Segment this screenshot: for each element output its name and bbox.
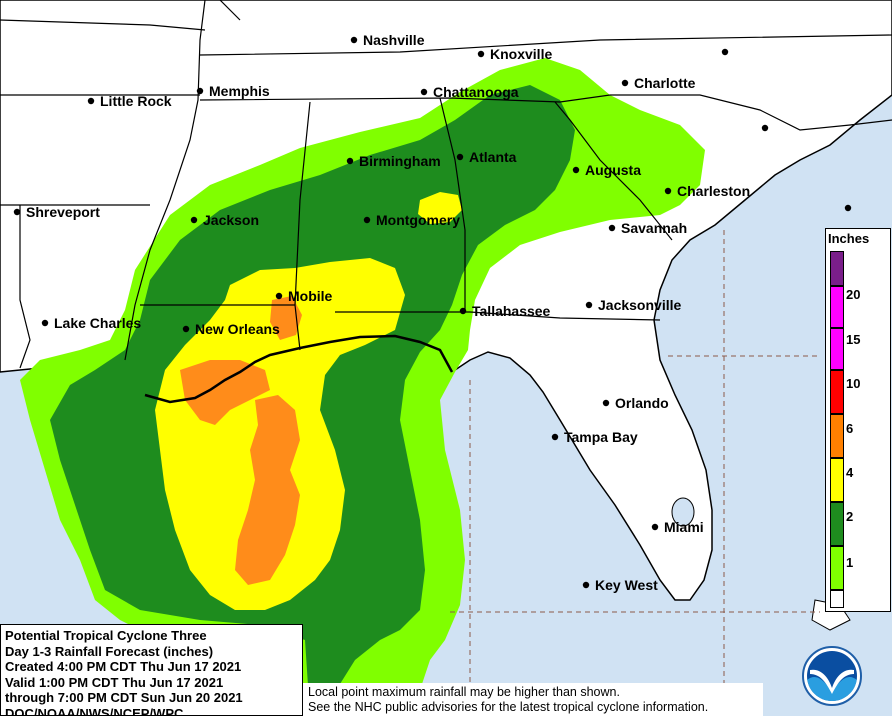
- city-dot: [585, 301, 593, 309]
- city-dot: [41, 319, 49, 327]
- city-label: Orlando: [615, 395, 669, 411]
- legend-swatch-20: [830, 286, 844, 328]
- city-dot-unlabeled: [761, 124, 769, 132]
- city-dot: [420, 88, 428, 96]
- city-dot: [664, 187, 672, 195]
- legend-swatch-below-1: [830, 590, 844, 608]
- city-dot: [572, 166, 580, 174]
- city-dot: [190, 216, 198, 224]
- city-label: Lake Charles: [54, 315, 141, 331]
- city-layer: Nashville Knoxville Memphis Little Rock Chat…: [13, 32, 852, 593]
- city-label: Knoxville: [490, 46, 552, 62]
- rain-6-10in: [235, 395, 300, 585]
- city-dot: [275, 292, 283, 300]
- city-label: New Orleans: [195, 321, 280, 337]
- city-label: Tampa Bay: [564, 429, 638, 445]
- legend-label-4: 4: [846, 465, 854, 480]
- city-label: Jackson: [203, 212, 259, 228]
- city-dot-unlabeled: [721, 48, 729, 56]
- disclaimer-note: Local point maximum rainfall may be high…: [303, 683, 763, 716]
- legend-label-6: 6: [846, 421, 854, 436]
- rainfall-legend: Inches 20 15 10 6 4 2 1: [825, 228, 891, 612]
- info-storm-name: Potential Tropical Cyclone Three: [5, 628, 207, 643]
- noaa-logo-icon: [802, 646, 862, 706]
- state-borders: [0, 0, 892, 369]
- city-dot: [621, 79, 629, 87]
- city-dot: [346, 157, 354, 165]
- city-label: Key West: [595, 577, 658, 593]
- legend-swatch-2: [830, 502, 844, 546]
- legend-swatch-15: [830, 328, 844, 370]
- city-label: Mobile: [288, 288, 333, 304]
- city-label: Chattanooga: [433, 84, 519, 100]
- rain-6-10in-mobile: [270, 296, 302, 340]
- city-label: Shreveport: [26, 204, 100, 220]
- legend-label-15: 15: [846, 332, 861, 347]
- city-dot: [196, 87, 204, 95]
- city-dot-unlabeled: [844, 204, 852, 212]
- city-dot: [477, 50, 485, 58]
- city-label: Charleston: [677, 183, 750, 199]
- info-agency: DOC/NOAA/NWS/NCEP/WPC: [5, 705, 184, 716]
- city-dot: [551, 433, 559, 441]
- legend-title: Inches: [828, 231, 870, 246]
- city-label: Tallahassee: [472, 303, 551, 319]
- note-line-1: Local point maximum rainfall may be high…: [308, 685, 620, 699]
- city-label: Charlotte: [634, 75, 696, 91]
- city-dot: [363, 216, 371, 224]
- city-label: Nashville: [363, 32, 425, 48]
- legend-swatch-4: [830, 458, 844, 502]
- city-label: Augusta: [585, 162, 641, 178]
- legend-label-2: 2: [846, 509, 854, 524]
- info-created: Created 4:00 PM CDT Thu Jun 17 2021: [5, 659, 242, 674]
- legend-swatch-10: [830, 370, 844, 414]
- city-dot: [602, 399, 610, 407]
- legend-label-20: 20: [846, 287, 861, 302]
- city-label: Savannah: [621, 220, 687, 236]
- delta-coast: [144, 334, 454, 404]
- city-label: Little Rock: [100, 93, 172, 109]
- city-label: Montgomery: [376, 212, 460, 228]
- legend-label-10: 10: [846, 376, 861, 391]
- city-dot: [13, 208, 21, 216]
- marine-boundaries: [450, 230, 820, 716]
- legend-swatch-top: [830, 251, 844, 286]
- lake-okeechobee: [671, 497, 695, 527]
- forecast-info-box: Potential Tropical Cyclone Three Day 1-3…: [0, 624, 303, 716]
- city-dot: [608, 224, 616, 232]
- city-dot: [182, 325, 190, 333]
- info-product: Day 1-3 Rainfall Forecast (inches): [5, 643, 214, 659]
- info-valid-end: through 7:00 PM CDT Sun Jun 20 2021: [5, 690, 243, 705]
- note-line-2: See the NHC public advisories for the la…: [308, 700, 709, 714]
- city-dot: [651, 523, 659, 531]
- city-label: Memphis: [209, 83, 270, 99]
- legend-label-1: 1: [846, 555, 854, 570]
- city-label: Miami: [664, 519, 704, 535]
- city-label: Birmingham: [359, 153, 441, 169]
- city-dot: [350, 36, 358, 44]
- city-dot: [582, 581, 590, 589]
- city-label: Jacksonville: [598, 297, 681, 313]
- rain-4-6in-inland: [418, 192, 462, 224]
- rain-6-10in-coast: [180, 360, 270, 425]
- legend-swatch-6: [830, 414, 844, 458]
- city-dot: [456, 153, 464, 161]
- info-valid-start: Valid 1:00 PM CDT Thu Jun 17 2021: [5, 674, 224, 690]
- legend-swatch-1: [830, 546, 844, 590]
- city-dot: [87, 97, 95, 105]
- city-dot: [459, 307, 467, 315]
- city-label: Atlanta: [469, 149, 517, 165]
